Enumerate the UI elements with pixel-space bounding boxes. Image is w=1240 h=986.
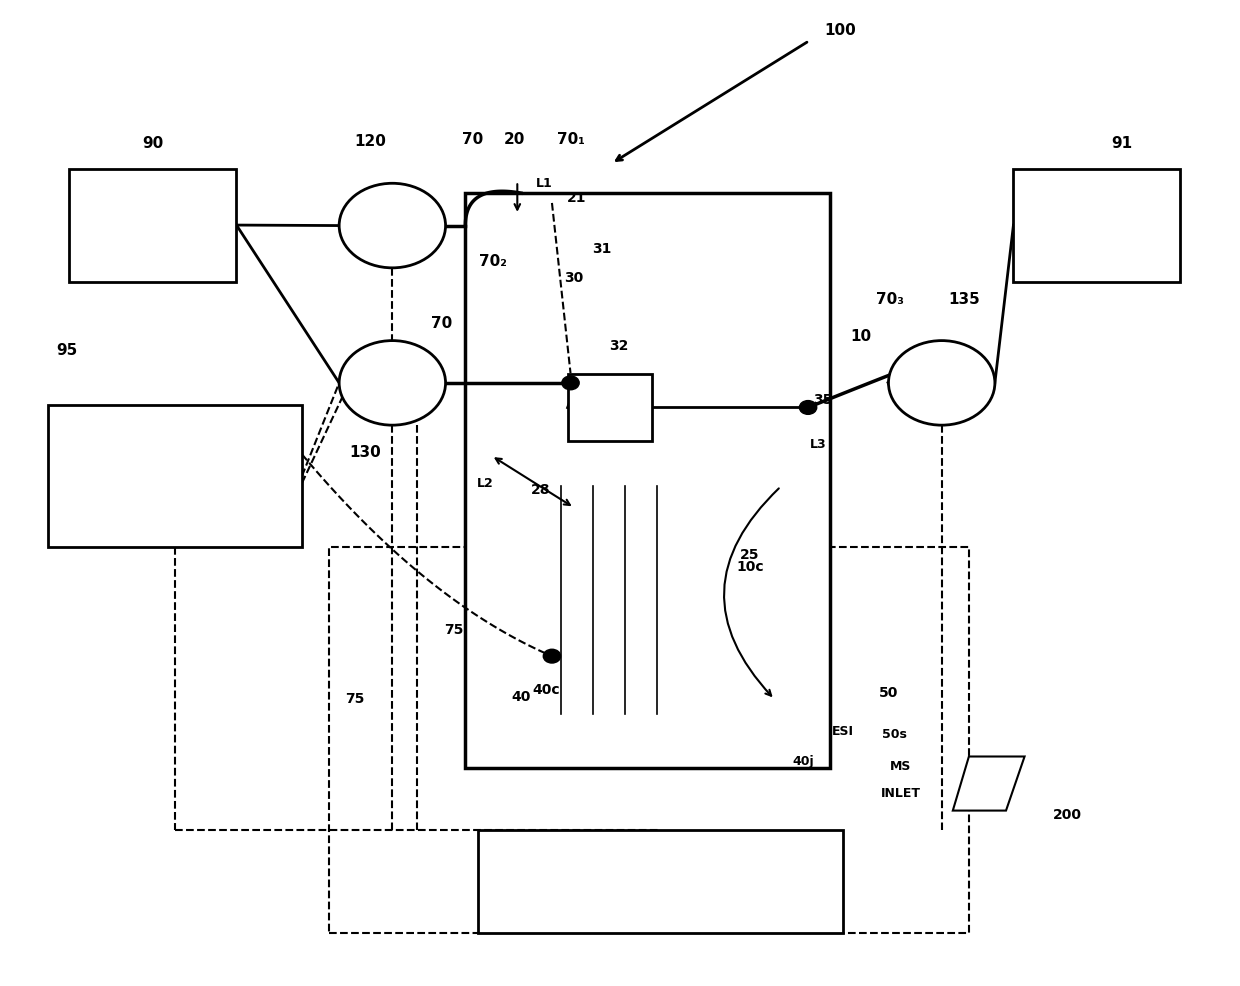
Bar bbox=[48, 404, 303, 547]
Text: 120: 120 bbox=[355, 134, 386, 150]
Text: 10: 10 bbox=[851, 329, 872, 344]
Text: 40j: 40j bbox=[792, 755, 815, 768]
Text: 75: 75 bbox=[346, 692, 365, 706]
Text: MS: MS bbox=[890, 760, 911, 773]
Text: 50: 50 bbox=[879, 685, 898, 700]
Text: 70₂: 70₂ bbox=[479, 254, 506, 269]
Text: 20: 20 bbox=[505, 131, 526, 147]
Bar bbox=[330, 547, 968, 934]
Text: 100c: 100c bbox=[640, 897, 681, 912]
Text: 30: 30 bbox=[564, 271, 584, 285]
Text: 35: 35 bbox=[813, 392, 832, 406]
Text: VALVE: VALVE bbox=[921, 377, 962, 389]
Text: VALVE: VALVE bbox=[372, 219, 413, 232]
Text: ESI: ESI bbox=[832, 726, 853, 739]
Text: HIGH VOLTAGE
POWER SUPPLY: HIGH VOLTAGE POWER SUPPLY bbox=[112, 459, 239, 492]
Text: 28: 28 bbox=[531, 483, 551, 497]
Text: 70₁: 70₁ bbox=[557, 131, 584, 147]
Text: 50s: 50s bbox=[882, 729, 908, 741]
Bar bbox=[1013, 169, 1180, 282]
Polygon shape bbox=[952, 756, 1024, 810]
Text: SPE: SPE bbox=[596, 401, 624, 414]
Text: L2: L2 bbox=[476, 476, 494, 490]
Text: 70: 70 bbox=[463, 131, 484, 147]
Text: 70: 70 bbox=[913, 366, 934, 381]
Text: 21: 21 bbox=[567, 191, 587, 205]
Circle shape bbox=[340, 340, 445, 425]
Text: PRESSURE: PRESSURE bbox=[108, 218, 197, 233]
Circle shape bbox=[889, 340, 994, 425]
Bar bbox=[465, 193, 831, 768]
Text: 25: 25 bbox=[740, 548, 760, 562]
Text: 135: 135 bbox=[949, 292, 980, 307]
Text: 31: 31 bbox=[591, 242, 611, 255]
Bar bbox=[568, 374, 652, 441]
Text: 100: 100 bbox=[825, 24, 856, 38]
Text: VACUUM: VACUUM bbox=[1060, 218, 1133, 233]
Text: 70₃: 70₃ bbox=[875, 292, 904, 307]
Text: 95: 95 bbox=[56, 343, 78, 358]
Circle shape bbox=[543, 649, 560, 663]
Circle shape bbox=[562, 376, 579, 389]
Bar bbox=[69, 169, 237, 282]
Text: CONTROLLER: CONTROLLER bbox=[604, 861, 717, 876]
Text: 40c: 40c bbox=[532, 682, 559, 697]
Text: 200: 200 bbox=[1053, 809, 1083, 822]
Text: 130: 130 bbox=[350, 446, 381, 460]
Text: 40: 40 bbox=[511, 690, 531, 704]
Text: 90: 90 bbox=[143, 136, 164, 152]
Text: L1: L1 bbox=[536, 176, 553, 189]
Text: 91: 91 bbox=[1111, 136, 1132, 152]
Bar bbox=[477, 830, 843, 934]
Text: INLET: INLET bbox=[880, 788, 921, 801]
Text: 10c: 10c bbox=[737, 560, 764, 574]
Text: 70: 70 bbox=[432, 317, 453, 331]
Circle shape bbox=[340, 183, 445, 268]
Text: 32: 32 bbox=[609, 339, 629, 354]
Text: VALVE: VALVE bbox=[372, 377, 413, 389]
Text: 75: 75 bbox=[444, 623, 464, 637]
Circle shape bbox=[800, 400, 817, 414]
Text: L3: L3 bbox=[810, 439, 826, 452]
